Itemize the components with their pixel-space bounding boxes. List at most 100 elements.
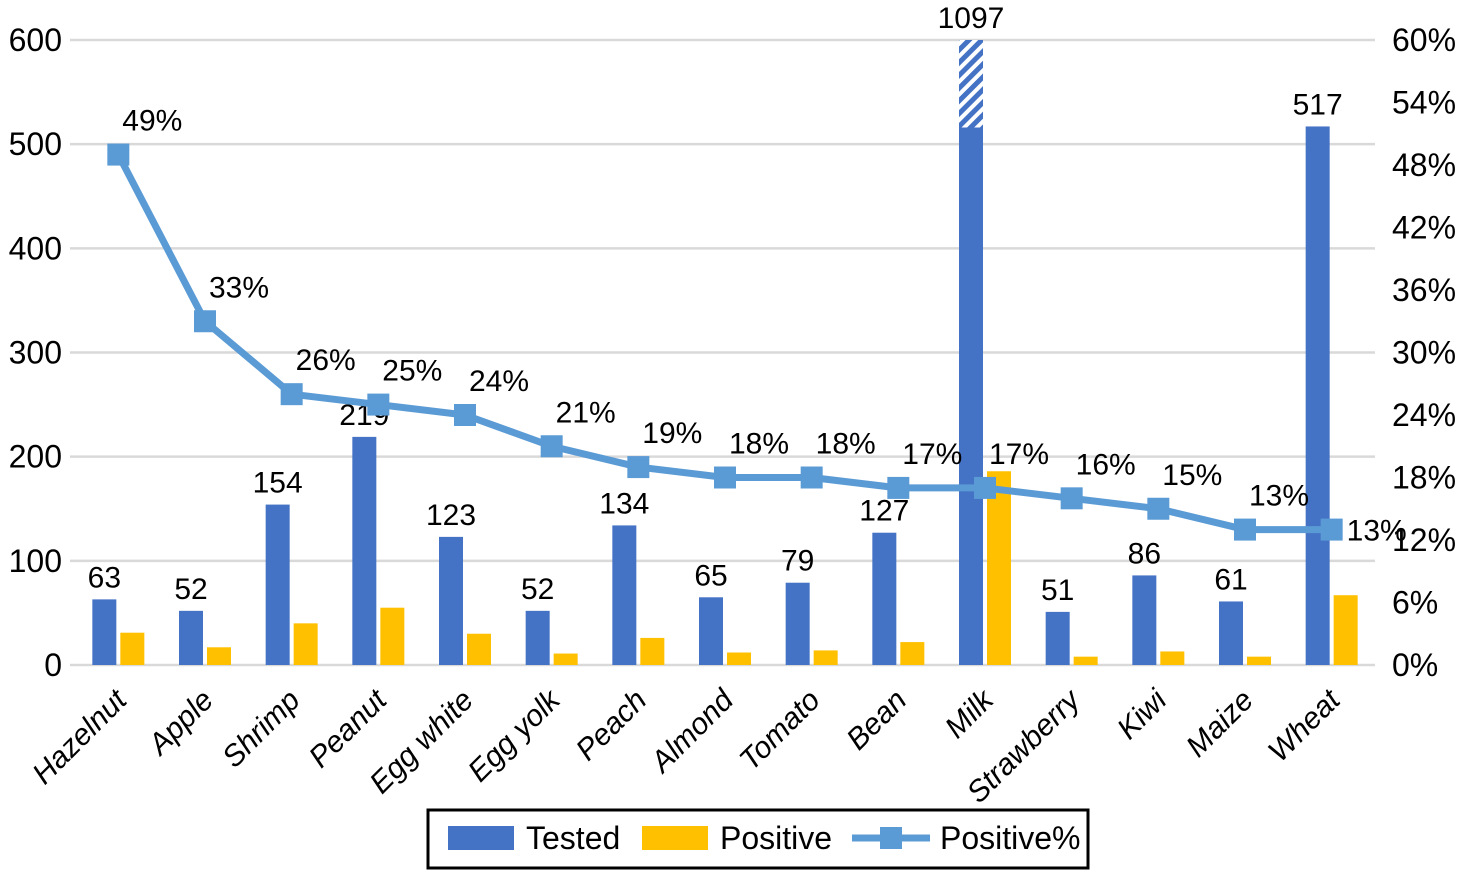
positive-pct-marker-shrimp	[280, 383, 303, 406]
positive-pct-label-hazelnut: 49%	[122, 105, 182, 138]
category-label-wheat: Wheat	[1262, 682, 1348, 768]
positive-bar-maize	[1247, 656, 1271, 665]
positive-pct-label-wheat: 13%	[1347, 515, 1407, 548]
positive-pct-marker-bean	[887, 476, 910, 499]
tested-bar-apple	[179, 610, 203, 665]
positive-bar-hazelnut	[120, 632, 145, 665]
left-axis-tick-label-200: 200	[9, 439, 62, 475]
positive-bar-shrimp	[293, 623, 318, 665]
category-label-milk: Milk	[939, 682, 1001, 744]
tested-bar-maize	[1219, 601, 1243, 665]
right-axis-tick-label-60pct: 60%	[1392, 22, 1456, 58]
tested-bar-peanut	[352, 436, 377, 665]
left-axis-tick-label-100: 100	[9, 543, 62, 579]
legend-marker-positivepct	[880, 827, 902, 849]
tested-value-label-tomato: 79	[781, 545, 814, 578]
category-label-almond: Almond	[643, 683, 741, 781]
positive-bar-egg-yolk	[553, 653, 578, 665]
positive-bar-peach	[640, 637, 665, 665]
positive-bar-strawberry	[1073, 656, 1098, 665]
tested-value-label-bean: 127	[859, 495, 909, 528]
tested-value-label-apple: 52	[174, 573, 207, 606]
tested-value-label-peach: 134	[599, 487, 649, 520]
left-axis-tick-label-400: 400	[9, 230, 62, 266]
tested-value-label-strawberry: 51	[1041, 574, 1074, 607]
positive-pct-label-peanut: 25%	[382, 355, 442, 388]
category-label-tomato: Tomato	[733, 684, 826, 777]
tested-bar-milk	[959, 127, 983, 665]
positive-pct-label-egg-white: 24%	[469, 365, 529, 398]
tested-value-label-maize: 61	[1214, 563, 1247, 596]
tested-value-label-kiwi: 86	[1128, 537, 1161, 570]
positive-pct-marker-peanut	[367, 393, 390, 416]
right-axis-tick-label-18pct: 18%	[1392, 460, 1456, 496]
category-label-peach: Peach	[570, 684, 653, 767]
left-axis-tick-label-600: 600	[9, 22, 62, 58]
right-axis-tick-label-42pct: 42%	[1392, 210, 1456, 246]
legend-swatch-positive	[642, 826, 708, 850]
positive-pct-label-kiwi: 15%	[1162, 459, 1222, 492]
left-axis-tick-label-300: 300	[9, 335, 62, 371]
tested-bar-shrimp	[265, 504, 290, 665]
tested-bar-milk-truncated	[959, 40, 983, 128]
tested-bar-almond	[699, 597, 723, 665]
positive-pct-label-almond: 18%	[729, 428, 789, 461]
positive-pct-marker-tomato	[800, 466, 823, 489]
positive-pct-label-shrimp: 26%	[296, 344, 356, 377]
legend-label-positivepct: Positive%	[940, 820, 1081, 856]
positive-pct-label-strawberry: 16%	[1076, 448, 1136, 481]
right-axis-tick-label-54pct: 54%	[1392, 85, 1456, 121]
left-axis-tick-label-0: 0	[44, 647, 62, 683]
tested-value-label-hazelnut: 63	[88, 561, 121, 594]
positive-bar-milk	[987, 471, 1011, 665]
tested-bar-kiwi	[1132, 575, 1157, 665]
positive-pct-marker-peach	[627, 456, 650, 479]
positive-pct-marker-hazelnut	[107, 143, 130, 166]
category-label-kiwi: Kiwi	[1111, 683, 1174, 746]
category-label-hazelnut: Hazelnut	[26, 682, 134, 790]
tested-bar-peach	[612, 525, 637, 665]
positive-bar-bean	[900, 642, 925, 665]
tested-value-label-shrimp: 154	[253, 467, 303, 500]
positive-pct-label-bean: 17%	[902, 438, 962, 471]
tested-bar-egg-yolk	[525, 610, 550, 665]
right-axis-tick-label-36pct: 36%	[1392, 272, 1456, 308]
positive-bar-kiwi	[1160, 651, 1185, 665]
positive-pct-marker-maize	[1234, 518, 1256, 541]
positive-pct-marker-almond	[714, 466, 736, 489]
tested-bar-bean	[872, 532, 897, 665]
positive-pct-label-peach: 19%	[642, 417, 702, 450]
tested-value-label-egg-white: 123	[426, 499, 476, 532]
category-label-egg-yolk: Egg yolk	[462, 682, 568, 788]
positive-pct-label-maize: 13%	[1249, 480, 1309, 513]
positive-pct-marker-wheat	[1320, 518, 1343, 541]
positive-pct-marker-kiwi	[1147, 497, 1170, 520]
positive-pct-marker-apple	[194, 310, 216, 333]
positive-bar-egg-white	[467, 633, 491, 665]
left-axis-tick-label-500: 500	[9, 126, 62, 162]
positive-pct-label-milk: 17%	[989, 438, 1049, 471]
right-axis-tick-label-48pct: 48%	[1392, 147, 1456, 183]
right-axis-tick-label-24pct: 24%	[1392, 397, 1456, 433]
category-label-apple: Apple	[141, 684, 220, 763]
positive-bar-almond	[727, 652, 751, 665]
right-axis-tick-label-30pct: 30%	[1392, 335, 1456, 371]
tested-value-label-egg-yolk: 52	[521, 573, 554, 606]
tested-value-label-almond: 65	[694, 559, 727, 592]
positive-pct-label-tomato: 18%	[816, 428, 876, 461]
right-axis-tick-label-12pct: 12%	[1392, 522, 1456, 558]
positive-pct-marker-strawberry	[1060, 487, 1083, 510]
right-axis-tick-label-0pct: 0%	[1392, 647, 1438, 683]
tested-bar-hazelnut	[92, 599, 117, 665]
positive-pct-marker-egg-white	[454, 404, 476, 426]
category-label-maize: Maize	[1180, 684, 1260, 764]
legend-box	[426, 808, 1090, 870]
positive-bar-tomato	[813, 650, 838, 665]
tested-bar-tomato	[785, 582, 810, 665]
tested-value-label-milk: 1097	[938, 2, 1005, 35]
tested-bar-wheat	[1305, 126, 1330, 666]
tested-bar-egg-white	[439, 536, 463, 665]
legend-swatch-tested	[448, 826, 514, 850]
